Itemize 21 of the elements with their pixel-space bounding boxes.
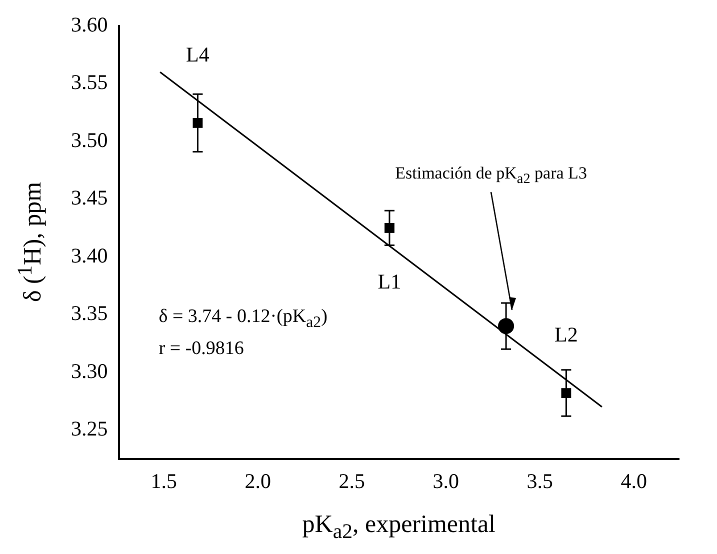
annotation: Estimación de pK$_{a2}$ para L3	[395, 164, 587, 187]
y-tick-label: 3.30	[71, 358, 108, 383]
y-tick-label: 3.55	[71, 70, 108, 94]
annotation: L2	[554, 322, 578, 346]
x-tick-label: 4.0	[620, 468, 648, 493]
x-tick-label: 1.5	[150, 468, 177, 493]
y-tick-label: 3.40	[71, 243, 108, 268]
y-tick-label: 3.35	[71, 301, 108, 326]
x-tick-label: 2.5	[338, 468, 365, 493]
y-tick-label: 3.45	[71, 186, 108, 210]
annotation: δ = 3.74 - 0.12·(pK$_{a2}$)	[158, 306, 328, 332]
x-axis-title: pK$_{a2}$, experimental	[302, 511, 496, 543]
x-tick-label: 3.0	[432, 468, 459, 493]
y-tick-label: 3.60	[71, 12, 108, 37]
x-tick-label: 2.0	[244, 468, 271, 493]
annotation: r = -0.9816	[158, 338, 245, 360]
annotation: L4	[186, 42, 210, 66]
annotation: L1	[378, 269, 402, 294]
x-tick-label: 3.5	[526, 468, 554, 493]
y-tick-label: 3.25	[71, 416, 108, 440]
y-tick-label: 3.50	[71, 128, 108, 152]
